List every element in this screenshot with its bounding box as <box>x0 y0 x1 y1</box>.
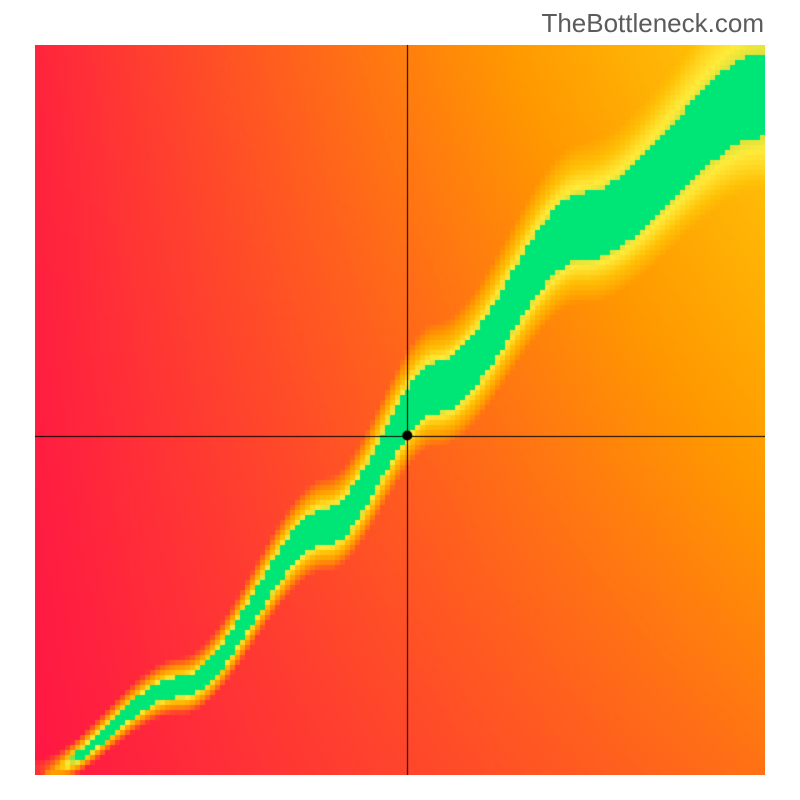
watermark-text: TheBottleneck.com <box>541 8 764 39</box>
bottleneck-heatmap <box>35 45 765 775</box>
chart-container: TheBottleneck.com <box>0 0 800 800</box>
